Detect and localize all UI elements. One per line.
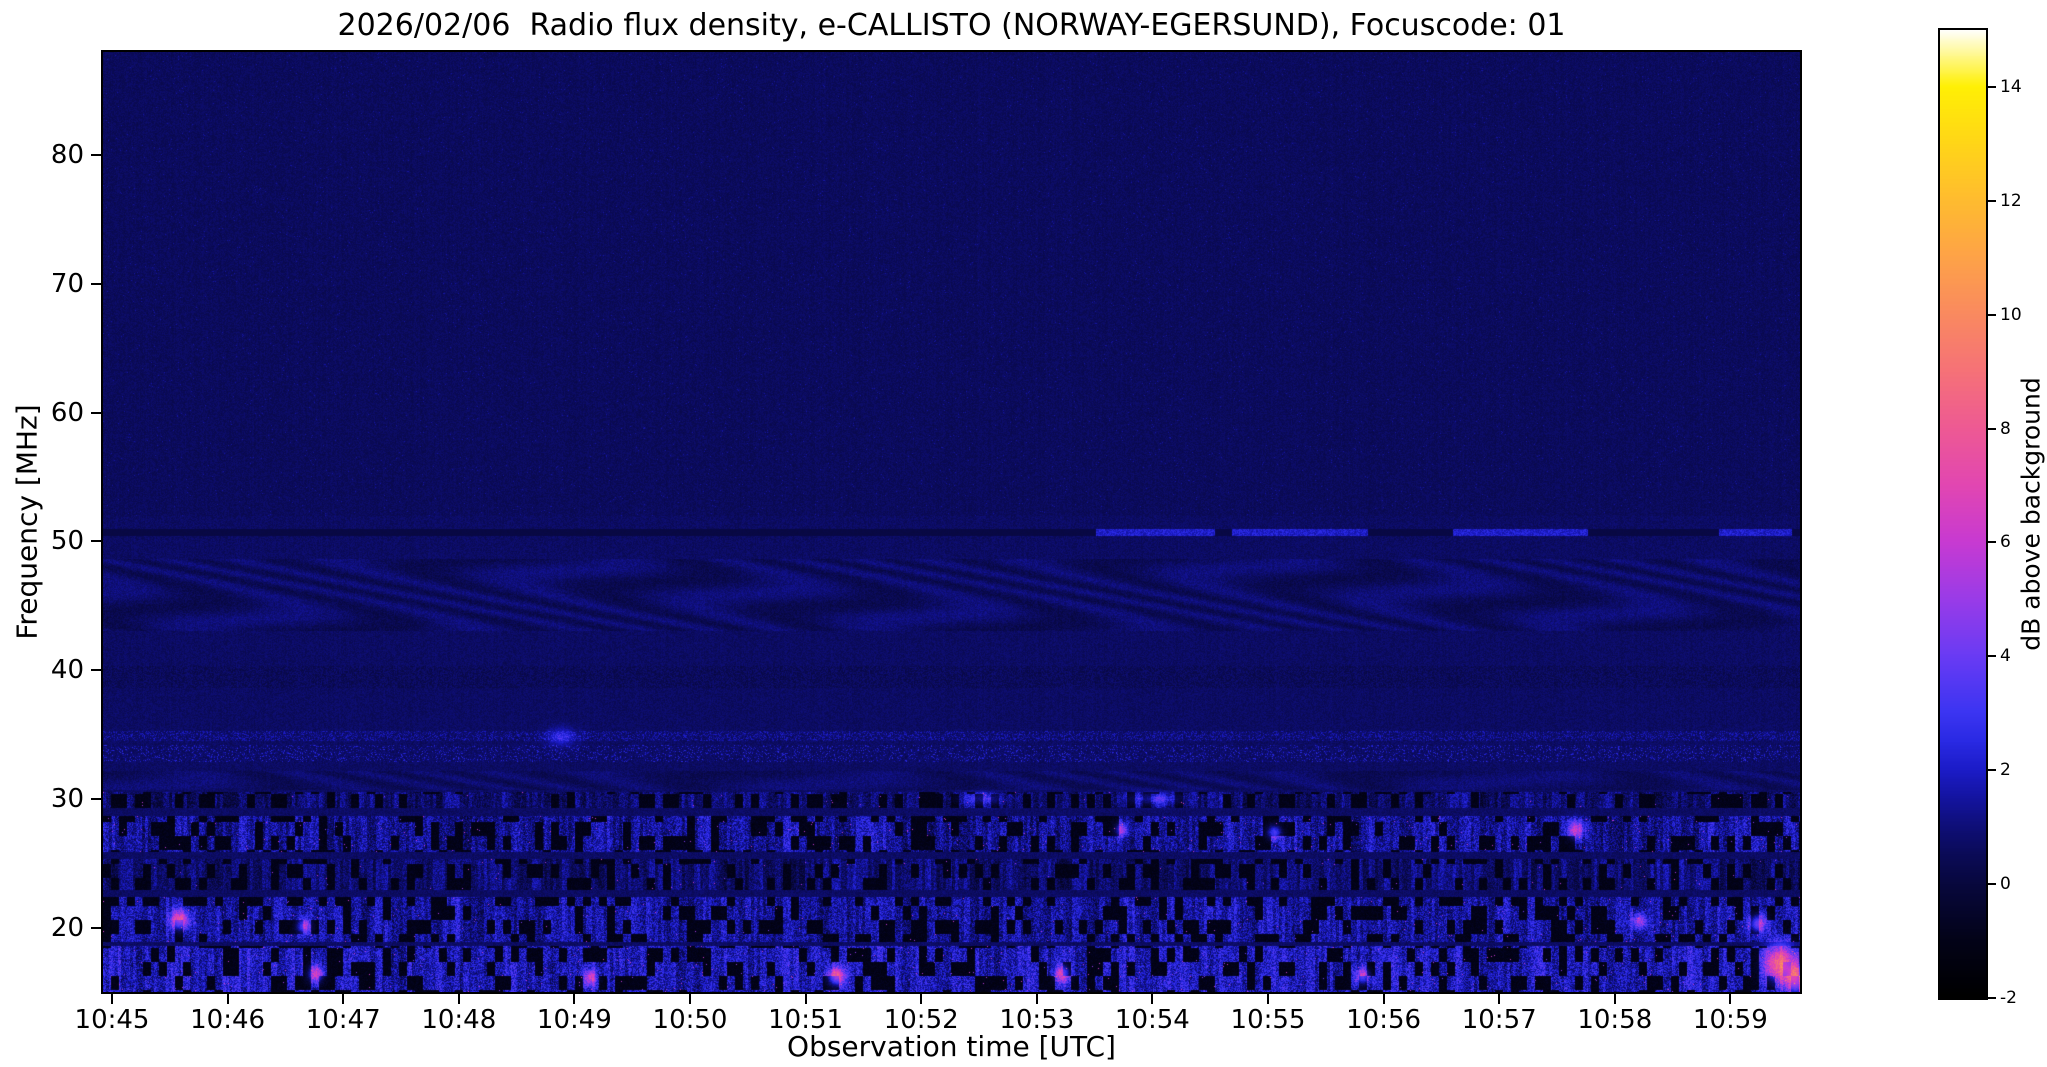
colorbar-tick-label: 0 xyxy=(2000,874,2011,895)
x-axis-label: Observation time [UTC] xyxy=(787,1030,1116,1063)
colorbar-tick-label: -2 xyxy=(2000,988,2017,1008)
x-tick-label: 10:52 xyxy=(883,1005,959,1035)
colorbar-tick xyxy=(1988,883,1996,886)
colorbar-tickmarks xyxy=(1988,30,1996,999)
x-tick xyxy=(1613,994,1616,1004)
y-tick-label: 60 xyxy=(50,397,84,428)
x-tick-label: 10:54 xyxy=(1114,1005,1190,1035)
x-tick xyxy=(1267,994,1269,1004)
x-tick-label: 10:47 xyxy=(305,1005,381,1035)
x-tick xyxy=(689,994,691,1004)
x-tick-label: 10:46 xyxy=(190,1005,266,1035)
x-tick-label: 10:50 xyxy=(652,1005,728,1035)
y-tick xyxy=(91,669,101,672)
x-tick-label: 10:58 xyxy=(1577,1005,1653,1035)
x-tick xyxy=(1035,994,1038,1004)
colorbar-tick-label: 4 xyxy=(2000,646,2011,667)
x-tick-label: 10:45 xyxy=(74,1005,150,1035)
x-tick xyxy=(342,994,345,1004)
colorbar-tick xyxy=(1988,997,1996,999)
colorbar-tick xyxy=(1988,313,1996,316)
y-axis-ticklabels: 80 70 60 50 40 30 20 xyxy=(0,52,84,992)
x-tick-label: 10:55 xyxy=(1230,1005,1306,1035)
y-axis-tickmarks xyxy=(91,52,101,992)
colorbar-tick-label: 2 xyxy=(2000,760,2011,781)
colorbar xyxy=(1938,28,1988,1000)
colorbar-tick-label: 10 xyxy=(2000,304,2022,325)
x-tick xyxy=(804,994,807,1004)
x-tick-label: 10:59 xyxy=(1692,1005,1768,1035)
y-tick xyxy=(91,926,101,929)
y-tick-label: 20 xyxy=(50,912,84,943)
colorbar-gradient xyxy=(1940,30,1986,998)
x-tick xyxy=(1729,994,1732,1004)
x-axis-tickmarks xyxy=(103,994,1800,1004)
y-tick-label: 40 xyxy=(50,655,84,686)
colorbar-tick-label: 8 xyxy=(2000,418,2011,439)
y-tick xyxy=(91,797,101,800)
y-tick-label: 70 xyxy=(50,268,84,299)
colorbar-tick-label: 14 xyxy=(2000,76,2022,97)
x-tick-label: 10:49 xyxy=(536,1005,612,1035)
x-tick xyxy=(111,994,113,1004)
y-tick xyxy=(91,282,101,285)
plot-area xyxy=(101,50,1802,994)
x-tick xyxy=(573,994,576,1004)
colorbar-tick xyxy=(1988,427,1996,430)
y-tick-label: 30 xyxy=(50,783,84,814)
colorbar-tick-label: 6 xyxy=(2000,532,2011,553)
x-tick xyxy=(920,994,923,1004)
y-tick-label: 80 xyxy=(50,140,84,170)
colorbar-label: dB above background xyxy=(2016,377,2046,651)
x-tick-label: 10:51 xyxy=(768,1005,844,1035)
x-tick xyxy=(1382,994,1385,1004)
x-tick-label: 10:48 xyxy=(421,1005,497,1035)
colorbar-tick xyxy=(1988,769,1996,772)
x-tick-label: 10:57 xyxy=(1461,1005,1537,1035)
x-tick xyxy=(1151,994,1154,1004)
colorbar-tick xyxy=(1988,199,1996,202)
colorbar-tick xyxy=(1988,85,1996,88)
x-tick-label: 10:53 xyxy=(999,1005,1075,1035)
spectrogram-heatmap xyxy=(103,52,1800,992)
chart-title: 2026/02/06 Radio flux density, e-CALLIST… xyxy=(337,8,1566,43)
y-tick xyxy=(91,411,101,414)
colorbar-ticklabels: -2 0 2 4 6 8 10 12 14 xyxy=(2000,30,2046,1008)
x-tick xyxy=(457,994,460,1004)
y-tick-label: 50 xyxy=(50,526,84,557)
x-axis-ticklabels: 10:45 10:46 10:47 10:48 10:49 10:50 10:51 10:52… xyxy=(75,1005,1800,1036)
colorbar-tick xyxy=(1988,541,1996,544)
y-tick xyxy=(91,540,101,543)
y-tick xyxy=(91,154,101,156)
x-tick-label: 10:56 xyxy=(1346,1005,1422,1035)
x-tick xyxy=(1498,994,1501,1004)
colorbar-tick-label: 12 xyxy=(2000,190,2022,211)
colorbar-tick xyxy=(1988,655,1996,658)
x-tick xyxy=(226,994,229,1004)
